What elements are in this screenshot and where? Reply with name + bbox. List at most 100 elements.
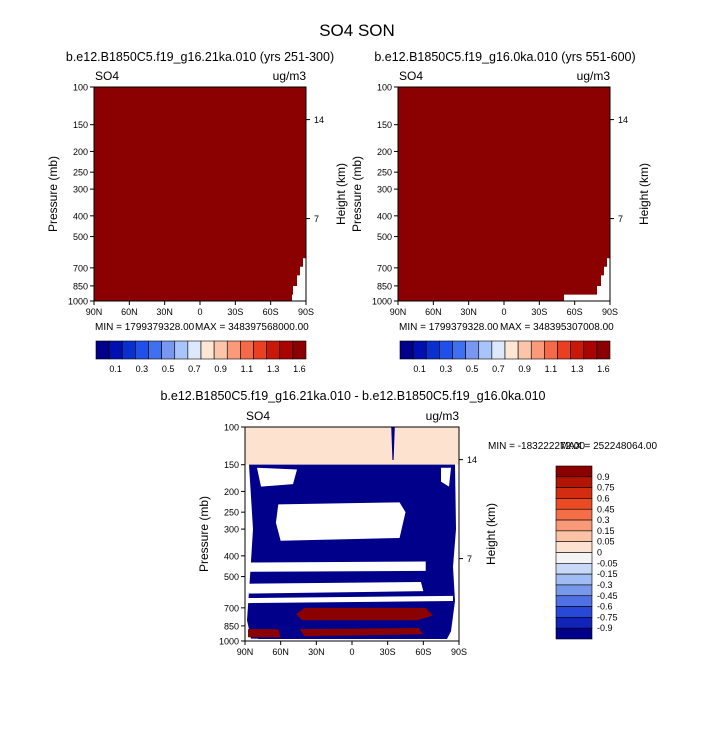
- pressure-tick-label: 400: [224, 551, 239, 561]
- panel-diff: b.e12.B1850C5.f19_g16.21ka.010 - b.e12.B…: [160, 389, 657, 657]
- colorbar-swatch: [439, 340, 453, 360]
- pressure-tick-label: 300: [224, 525, 239, 535]
- colorbar-label: 0: [597, 548, 602, 558]
- pressure-tick-label: 200: [224, 487, 239, 497]
- latitude-tick-label: 90S: [298, 307, 314, 317]
- field-hole: [275, 502, 406, 541]
- colorbar-swatch: [452, 340, 466, 360]
- colorbar-swatch: [266, 340, 281, 360]
- max-value: MAX = 252248064.00: [560, 441, 657, 452]
- colorbar-label: 0.75: [597, 483, 615, 493]
- field-fill: [94, 87, 306, 301]
- colorbar-swatch: [465, 340, 480, 360]
- pressure-tick-label: 400: [377, 211, 392, 221]
- colorbar-swatch: [279, 340, 294, 360]
- colorbar-label: 1.6: [293, 364, 306, 374]
- pressure-tick-label: 100: [224, 423, 239, 433]
- colorbar-label: 0.45: [597, 504, 615, 514]
- colorbar-label: -0.3: [597, 580, 613, 590]
- height-tick-label: 14: [618, 115, 628, 125]
- pressure-tick-label: 400: [73, 211, 88, 221]
- latitude-tick-label: 90S: [602, 307, 618, 317]
- pressure-axis-label: Pressure (mb): [197, 496, 211, 572]
- colorbar-swatch: [570, 340, 585, 360]
- field-label: SO4: [95, 69, 119, 83]
- units-label: ug/m3: [577, 69, 611, 83]
- colorbar-swatch: [412, 340, 427, 360]
- latitude-tick-label: 30N: [156, 307, 173, 317]
- colorbar-label: -0.15: [597, 569, 618, 579]
- colorbar-swatch: [555, 595, 593, 607]
- height-axis-label: Height (km): [637, 163, 651, 225]
- pressure-axis-label: Pressure (mb): [46, 156, 60, 232]
- field-notch: [564, 258, 610, 301]
- panel-left: b.e12.B1850C5.f19_g16.21ka.010 (yrs 251-…: [46, 50, 348, 374]
- field-spike: [391, 427, 395, 460]
- latitude-tick-label: 30N: [460, 307, 477, 317]
- colorbar-swatch: [555, 476, 593, 488]
- latitude-tick-label: 30S: [531, 307, 547, 317]
- colorbar-swatch: [425, 340, 440, 360]
- colorbar-label: 0.3: [440, 364, 453, 374]
- colorbar-label: 1.6: [597, 364, 610, 374]
- pressure-tick-label: 500: [377, 232, 392, 242]
- field-notch: [292, 258, 306, 301]
- latitude-tick-label: 90N: [390, 307, 407, 317]
- height-tick-label: 7: [618, 214, 623, 224]
- colorbar-label: 0.5: [466, 364, 479, 374]
- pressure-axis-label: Pressure (mb): [350, 156, 364, 232]
- colorbar-label: 0.05: [597, 537, 615, 547]
- latitude-tick-label: 0: [349, 647, 354, 657]
- colorbar-label: -0.6: [597, 602, 613, 612]
- panel-title: b.e12.B1850C5.f19_g16.21ka.010 (yrs 251-…: [66, 50, 334, 64]
- height-tick-label: 7: [314, 214, 319, 224]
- colorbar-label: 0.15: [597, 526, 615, 536]
- pressure-tick-label: 700: [224, 603, 239, 613]
- figure-title: SO4 SON: [319, 21, 395, 40]
- colorbar-label: 1.1: [545, 364, 558, 374]
- latitude-tick-label: 60N: [272, 647, 289, 657]
- colorbar-swatch: [504, 340, 519, 360]
- colorbar-swatch: [555, 552, 593, 564]
- colorbar-label: 0.3: [597, 515, 610, 525]
- panel-right: b.e12.B1850C5.f19_g16.0ka.010 (yrs 551-6…: [350, 50, 651, 374]
- height-tick-label: 14: [314, 115, 324, 125]
- field-upper-band: [245, 427, 459, 465]
- colorbar-swatch: [108, 340, 123, 360]
- pressure-tick-label: 850: [224, 621, 239, 631]
- pressure-tick-label: 850: [73, 281, 88, 291]
- colorbar-swatch: [555, 606, 593, 618]
- field-hole: [247, 561, 426, 572]
- pressure-tick-label: 500: [224, 572, 239, 582]
- latitude-tick-label: 60N: [425, 307, 442, 317]
- latitude-tick-label: 30S: [380, 647, 396, 657]
- colorbar-label: 0.7: [492, 364, 505, 374]
- colorbar-swatch: [555, 617, 593, 629]
- colorbar-label: 0.5: [162, 364, 175, 374]
- colorbar-swatch: [478, 340, 493, 360]
- height-axis-label: Height (km): [484, 503, 498, 565]
- pressure-tick-label: 700: [377, 263, 392, 273]
- pressure-tick-label: 100: [73, 83, 88, 93]
- colorbar-swatch: [174, 340, 189, 360]
- colorbar-label: 1.3: [571, 364, 584, 374]
- field-hole: [441, 467, 451, 487]
- units-label: ug/m3: [273, 69, 307, 83]
- colorbar-swatch: [187, 340, 202, 360]
- colorbar-swatch: [161, 340, 176, 360]
- colorbar-label: 0.9: [518, 364, 531, 374]
- colorbar-swatch: [555, 541, 593, 553]
- pressure-tick-label: 100: [377, 83, 392, 93]
- latitude-tick-label: 30N: [308, 647, 325, 657]
- colorbar-label: -0.9: [597, 623, 613, 633]
- colorbar-swatch: [530, 340, 545, 360]
- pressure-tick-label: 200: [73, 147, 88, 157]
- colorbar-swatch: [95, 340, 110, 360]
- colorbar-swatch: [491, 340, 506, 360]
- colorbar-swatch: [399, 340, 414, 360]
- max-value: MAX = 348397568000.00: [195, 322, 309, 333]
- colorbar-swatch: [555, 627, 593, 640]
- colorbar-swatch: [121, 340, 136, 360]
- pressure-tick-label: 1000: [68, 297, 88, 307]
